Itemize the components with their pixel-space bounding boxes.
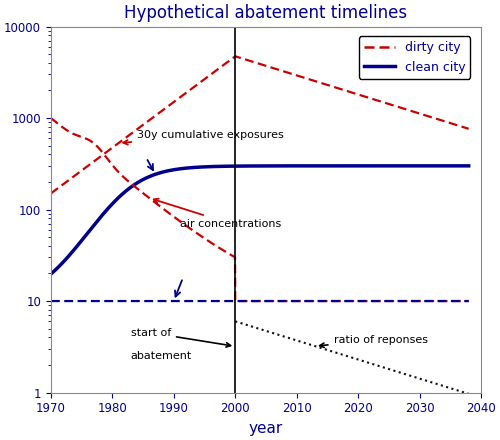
Text: air concentrations: air concentrations [154, 198, 281, 229]
Legend: dirty city, clean city: dirty city, clean city [358, 37, 470, 79]
Title: Hypothetical abatement timelines: Hypothetical abatement timelines [124, 4, 408, 22]
Text: abatement: abatement [131, 351, 192, 361]
Text: start of: start of [131, 328, 230, 347]
Text: ratio of reponses: ratio of reponses [320, 335, 428, 348]
Text: 30y cumulative exposures: 30y cumulative exposures [124, 130, 284, 145]
X-axis label: year: year [249, 421, 283, 436]
